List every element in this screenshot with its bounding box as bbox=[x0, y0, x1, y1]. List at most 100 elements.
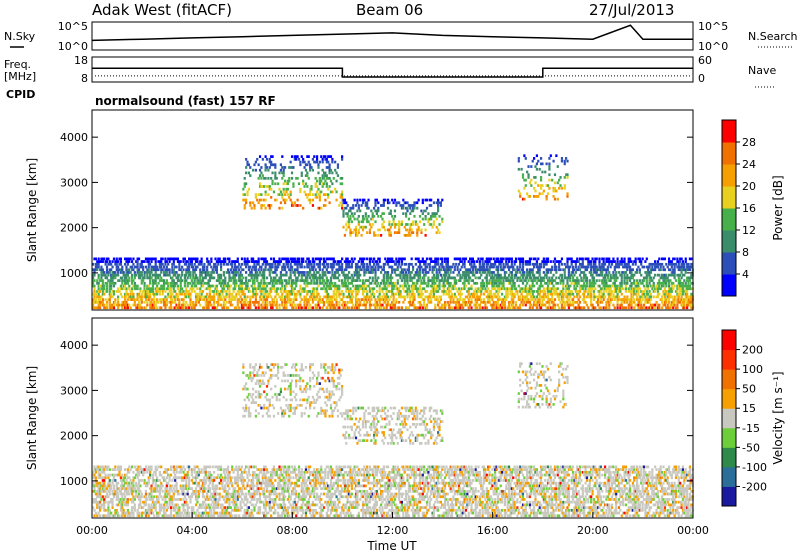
heatmap-cell bbox=[656, 262, 660, 266]
heatmap-cell bbox=[663, 287, 666, 291]
heatmap-cell bbox=[119, 303, 123, 307]
heatmap-cell bbox=[286, 257, 289, 261]
heatmap-cell bbox=[683, 273, 686, 277]
heatmap-cell bbox=[456, 265, 459, 269]
heatmap-cell bbox=[510, 298, 513, 301]
heatmap-cell bbox=[97, 260, 100, 263]
heatmap-cell bbox=[314, 306, 317, 310]
heatmap-cell bbox=[105, 276, 109, 280]
heatmap-cell bbox=[299, 160, 302, 164]
heatmap-cell bbox=[535, 306, 538, 310]
heatmap-cell bbox=[584, 300, 587, 304]
heatmap-cell bbox=[246, 163, 249, 167]
heatmap-cell bbox=[338, 268, 341, 272]
heatmap-cell bbox=[267, 281, 270, 285]
heatmap-cell bbox=[441, 262, 444, 266]
heatmap-cell bbox=[168, 287, 171, 291]
heatmap-cell bbox=[537, 265, 540, 269]
heatmap-cell bbox=[121, 276, 124, 280]
heatmap-cell bbox=[265, 295, 269, 299]
heatmap-cell bbox=[325, 292, 328, 296]
heatmap-cell bbox=[263, 268, 266, 272]
heatmap-cell bbox=[105, 306, 109, 310]
heatmap-cell bbox=[513, 287, 516, 291]
heatmap-cell bbox=[443, 273, 447, 277]
heatmap-cell bbox=[93, 295, 96, 299]
heatmap-cell bbox=[206, 260, 209, 263]
heatmap-cell bbox=[594, 306, 597, 310]
heatmap-cell bbox=[480, 268, 483, 272]
heatmap-cell bbox=[354, 225, 358, 229]
heatmap-cell bbox=[328, 281, 331, 285]
heatmap-cell bbox=[254, 276, 257, 280]
heatmap-cell bbox=[342, 300, 345, 304]
heatmap-cell bbox=[123, 273, 127, 277]
heatmap-cell bbox=[538, 265, 541, 269]
heatmap-cell bbox=[366, 279, 369, 282]
heatmap-cell bbox=[595, 273, 598, 277]
heatmap-cell bbox=[477, 295, 480, 299]
heatmap-cell bbox=[270, 306, 273, 310]
heatmap-cell bbox=[289, 190, 292, 194]
heatmap-cell bbox=[463, 281, 466, 285]
heatmap-cell bbox=[503, 287, 506, 291]
heatmap-cell bbox=[289, 298, 292, 301]
heatmap-cell bbox=[687, 281, 690, 285]
heatmap-cell bbox=[418, 306, 422, 310]
heatmap-cell bbox=[164, 260, 167, 263]
heatmap-cell bbox=[615, 265, 618, 269]
heatmap-cell bbox=[203, 265, 206, 269]
heatmap-cell bbox=[565, 300, 568, 304]
heatmap-cell bbox=[261, 273, 264, 277]
heatmap-cell bbox=[346, 214, 349, 218]
heatmap-cell bbox=[434, 276, 437, 280]
heatmap-cell bbox=[403, 273, 406, 277]
heatmap-cell bbox=[686, 268, 689, 272]
heatmap-cell bbox=[215, 271, 219, 274]
heatmap-cell bbox=[478, 290, 481, 293]
heatmap-cell bbox=[325, 276, 328, 280]
heatmap-cell bbox=[363, 298, 366, 301]
heatmap-cell bbox=[630, 287, 633, 291]
heatmap-cell bbox=[442, 303, 445, 307]
heatmap-cell bbox=[245, 303, 248, 307]
heatmap-cell bbox=[218, 292, 221, 296]
heatmap-cell bbox=[514, 287, 518, 291]
heatmap-cell bbox=[264, 290, 267, 293]
heatmap-cell bbox=[687, 265, 690, 269]
heatmap-cell bbox=[635, 284, 639, 288]
heatmap-cell bbox=[253, 204, 256, 207]
heatmap-cell bbox=[630, 268, 633, 272]
heatmap-cell bbox=[411, 281, 415, 285]
heatmap-cell bbox=[556, 295, 559, 299]
nave-right-tick-bottom: 0 bbox=[698, 72, 705, 85]
heatmap-cell bbox=[662, 273, 665, 277]
heatmap-cell bbox=[232, 290, 235, 293]
heatmap-cell bbox=[317, 187, 320, 191]
heatmap-cell bbox=[329, 168, 333, 172]
heatmap-cell bbox=[423, 262, 426, 266]
heatmap-cell bbox=[265, 157, 269, 161]
heatmap-cell bbox=[181, 287, 184, 291]
heatmap-cell bbox=[306, 174, 309, 177]
heatmap-cell bbox=[339, 195, 342, 199]
heatmap-cell bbox=[175, 295, 178, 299]
heatmap-cell bbox=[594, 268, 597, 272]
heatmap-cell bbox=[213, 300, 216, 304]
heatmap-cell bbox=[676, 292, 679, 296]
heatmap-cell bbox=[453, 284, 456, 288]
heatmap-cell bbox=[201, 306, 205, 310]
heatmap-cell bbox=[143, 271, 146, 274]
heatmap-cell bbox=[92, 279, 95, 282]
heatmap-cell bbox=[541, 303, 544, 307]
heatmap-cell bbox=[143, 273, 146, 277]
heatmap-cell bbox=[320, 276, 323, 280]
heatmap-cell bbox=[527, 279, 530, 282]
heatmap-cell bbox=[297, 273, 301, 277]
heatmap-cell bbox=[246, 262, 249, 266]
heatmap-cell bbox=[309, 260, 312, 263]
heatmap-cell bbox=[341, 279, 344, 282]
heatmap-cell bbox=[385, 298, 388, 301]
heatmap-cell bbox=[585, 279, 589, 282]
heatmap-cell bbox=[455, 279, 458, 282]
